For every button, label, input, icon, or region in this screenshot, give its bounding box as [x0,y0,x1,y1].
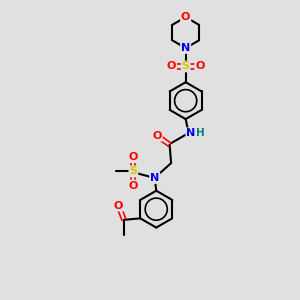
Text: O: O [167,61,176,71]
Text: N: N [150,173,159,183]
Text: S: S [182,61,190,71]
Text: S: S [129,167,137,176]
Text: N: N [186,128,196,138]
Text: O: O [195,61,205,71]
Text: H: H [196,128,205,138]
Text: O: O [129,181,138,191]
Text: O: O [114,201,123,211]
Text: O: O [181,12,190,22]
Text: O: O [129,152,138,162]
Text: N: N [181,43,190,53]
Text: O: O [152,131,162,141]
